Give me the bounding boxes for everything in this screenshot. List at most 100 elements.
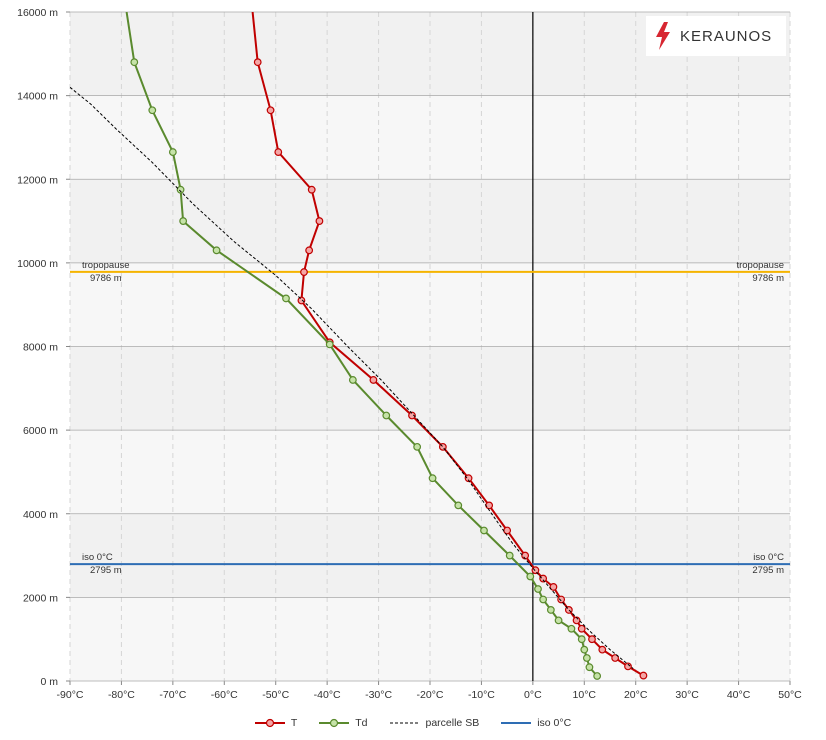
legend-swatch-parcelle (389, 722, 420, 724)
legend-swatch-iso0 (501, 722, 532, 724)
data-point-td (546, 606, 555, 614)
data-point-t (266, 106, 275, 115)
data-point-td (454, 501, 463, 510)
legend-label-parcelle: parcelle SB (425, 717, 480, 729)
data-point-t (531, 566, 540, 575)
data-point-td (130, 58, 139, 67)
x-tick-label: -50°C (262, 689, 289, 701)
data-point-td (480, 526, 488, 535)
x-tick-label: -20°C (417, 689, 444, 701)
keraunos-logo: KERAUNOS (646, 16, 786, 56)
legend-item-td[interactable]: Td (319, 717, 368, 729)
x-tick-label: 50°C (778, 689, 802, 701)
data-point-td (148, 106, 157, 115)
data-point-t (369, 376, 378, 384)
data-point-td (593, 672, 602, 680)
y-tick-label: 6000 m (23, 425, 58, 437)
data-point-t (577, 624, 586, 633)
data-point-td (534, 585, 542, 593)
data-point-td (168, 148, 177, 156)
data-point-t (549, 583, 558, 591)
legend-label-t: T (290, 717, 298, 729)
legend-label-iso0: iso 0°C (537, 717, 572, 729)
reference-label-right: iso 0°C (753, 552, 784, 563)
x-tick-label: -10°C (468, 689, 495, 701)
x-tick-label: 40°C (727, 689, 751, 701)
x-tick-label: -80°C (108, 689, 135, 701)
data-point-t (485, 501, 494, 510)
legend: T Td parcelle SB iso 0°C (0, 712, 826, 734)
legend-item-t[interactable]: T (254, 717, 298, 729)
axis-labels: -90°C -80°C -70°C -60°C -50°C -40°C -30°C -20°C… (17, 7, 802, 701)
data-point-td (382, 411, 391, 420)
reference-value-left: 2795 m (90, 565, 122, 576)
data-point-t (598, 645, 607, 654)
legend-item-iso0[interactable]: iso 0°C (501, 717, 571, 729)
y-tick-label: 8000 m (23, 342, 58, 354)
data-point-td (282, 294, 290, 303)
x-tick-label: -90°C (57, 689, 84, 701)
data-point-td (348, 376, 357, 384)
grid-band (70, 346, 790, 431)
y-tick-label: 4000 m (23, 509, 58, 521)
reference-label-left: iso 0°C (82, 552, 113, 563)
data-point-t (588, 635, 596, 644)
y-tick-label: 16000 m (17, 7, 58, 19)
y-tick-label: 14000 m (17, 91, 58, 103)
data-point-td (413, 442, 422, 451)
data-point-t (315, 217, 324, 225)
data-point-td (567, 624, 576, 633)
reference-label-left: tropopause (82, 260, 130, 271)
data-point-t (408, 411, 416, 420)
data-point-t (557, 595, 566, 604)
data-point-td (526, 572, 535, 581)
data-point-td (577, 635, 586, 644)
data-point-td (325, 340, 334, 349)
reference-label-right: tropopause (736, 260, 784, 271)
legend-swatch-td (319, 718, 350, 728)
logo-text: KERAUNOS (680, 27, 773, 45)
y-tick-label: 0 m (40, 676, 58, 688)
series-layer (70, 12, 648, 680)
y-tick-label: 10000 m (17, 258, 58, 270)
data-point-t (253, 58, 262, 67)
data-point-td (176, 185, 185, 194)
legend-item-parcelle[interactable]: parcelle SB (389, 717, 480, 729)
x-tick-label: -40°C (314, 689, 341, 701)
data-point-t (611, 654, 620, 662)
x-tick-label: -30°C (365, 689, 392, 701)
lightning-bolt-icon (656, 22, 670, 50)
data-point-td (585, 663, 594, 672)
data-point-t (300, 268, 308, 276)
x-tick-label: 0°C (524, 689, 542, 701)
legend-swatch-t (254, 718, 285, 728)
reference-lines: tropopause 9786 m tropopause 9786 m iso 0°C 2… (70, 12, 790, 681)
data-point-td (179, 217, 188, 225)
data-point-td (554, 616, 563, 625)
data-point-t (624, 662, 632, 671)
x-tick-label: 30°C (675, 689, 699, 701)
reference-value-right: 2795 m (752, 565, 784, 576)
data-point-t (464, 474, 473, 483)
data-point-td (212, 246, 221, 255)
data-point-t (639, 671, 648, 680)
reference-value-right: 9786 m (752, 273, 784, 284)
data-point-t (274, 148, 283, 156)
x-tick-label: 10°C (573, 689, 597, 701)
data-point-t (539, 574, 548, 583)
y-tick-label: 2000 m (23, 592, 58, 604)
data-point-t (297, 296, 306, 305)
data-point-td (580, 645, 589, 654)
data-point-t (307, 185, 316, 194)
legend-label-td: Td (355, 717, 368, 729)
data-point-td (505, 551, 514, 560)
data-point-td (582, 654, 591, 662)
x-tick-label: -70°C (159, 689, 186, 701)
series-line-parcelle-sb (70, 86, 634, 669)
data-point-t (503, 526, 512, 535)
data-point-t (305, 246, 314, 255)
data-point-td (539, 595, 548, 604)
data-point-td (428, 474, 437, 483)
x-tick-label: 20°C (624, 689, 648, 701)
sounding-chart: tropopause 9786 m tropopause 9786 m iso 0°C 2… (17, 7, 802, 701)
